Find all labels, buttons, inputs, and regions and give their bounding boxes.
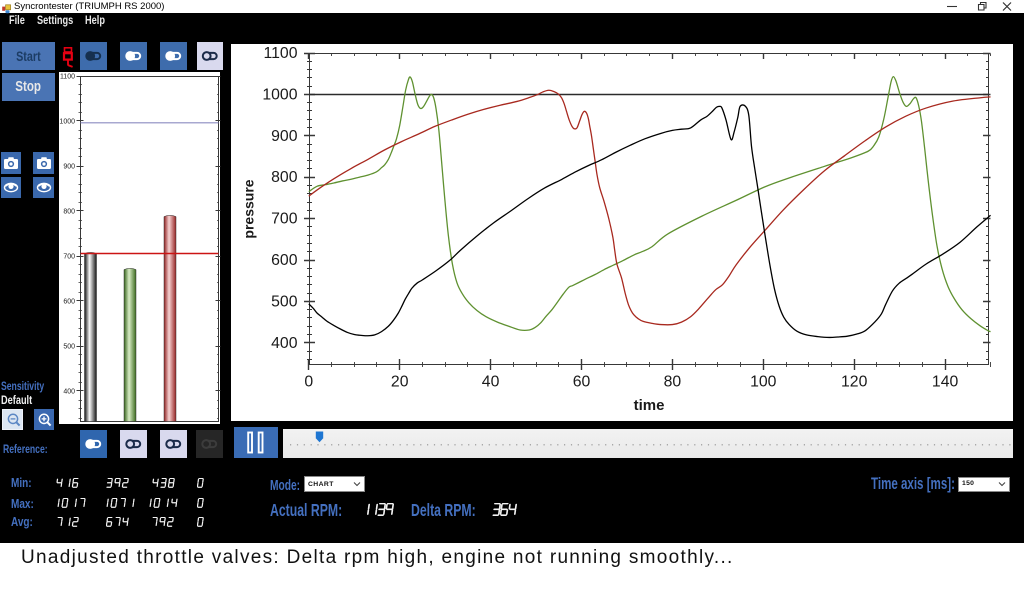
svg-text:1000: 1000	[262, 86, 297, 103]
svg-text:600: 600	[63, 298, 75, 305]
svg-text:100: 100	[750, 374, 777, 391]
svg-text:700: 700	[271, 211, 298, 228]
svg-text:40: 40	[482, 374, 500, 391]
svg-text:120: 120	[841, 374, 868, 391]
svg-text:500: 500	[63, 343, 75, 350]
svg-text:800: 800	[63, 208, 75, 215]
svg-text:900: 900	[63, 163, 75, 170]
svg-text:20: 20	[391, 374, 409, 391]
svg-text:0: 0	[304, 374, 313, 391]
svg-text:1000: 1000	[59, 118, 75, 125]
svg-text:1100: 1100	[264, 45, 298, 62]
svg-text:80: 80	[664, 374, 682, 391]
svg-text:pressure: pressure	[241, 179, 257, 238]
svg-text:60: 60	[573, 374, 591, 391]
svg-text:700: 700	[63, 253, 75, 260]
svg-text:time: time	[634, 397, 665, 414]
svg-text:1100: 1100	[60, 73, 75, 80]
svg-text:400: 400	[63, 388, 75, 395]
svg-text:800: 800	[271, 169, 298, 186]
svg-text:600: 600	[271, 252, 298, 269]
svg-text:400: 400	[271, 335, 298, 352]
svg-text:500: 500	[271, 293, 298, 310]
svg-text:900: 900	[271, 128, 298, 145]
svg-text:140: 140	[932, 374, 959, 391]
